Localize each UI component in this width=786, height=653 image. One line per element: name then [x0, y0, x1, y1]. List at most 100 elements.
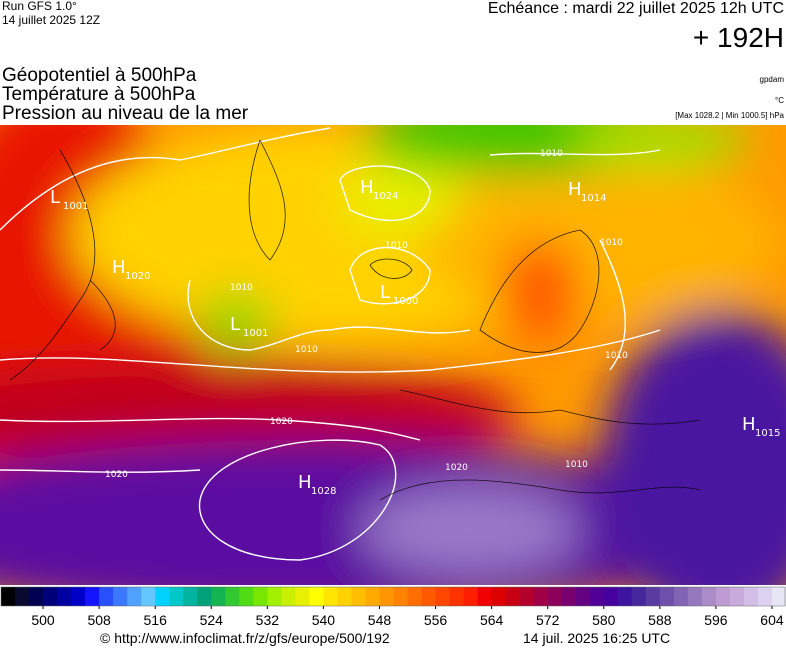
colorbar-cell [771, 587, 786, 606]
colorbar-cell [659, 587, 675, 606]
colorbar-tick-label: 580 [592, 612, 616, 628]
colorbar-cell [29, 587, 44, 606]
colorbar-tick-label: 596 [704, 612, 728, 628]
colorbar-cell [505, 587, 521, 606]
colorbar-cell [183, 587, 198, 606]
colorbar-tick-label: 500 [31, 612, 55, 628]
colorbar-cell [15, 587, 30, 606]
isobar-label: 1010 [230, 283, 253, 293]
colorbar-cell [631, 587, 647, 606]
isobar-label: 1010 [295, 345, 318, 355]
colorbar-cell [295, 587, 310, 606]
unit-label: gpdam [760, 75, 785, 84]
field-name: Température à 500hPa [2, 84, 196, 105]
colorbar-cell [85, 587, 100, 606]
colorbar-cell [211, 587, 226, 606]
colorbar-cell [225, 587, 240, 606]
isobar-label: 1020 [105, 470, 128, 480]
colorbar-cell [701, 587, 717, 606]
colorbar-cell [71, 587, 86, 606]
colorbar-tick-label: 604 [760, 612, 784, 628]
isobar-label: 1020 [270, 417, 293, 427]
generated-time: 14 juil. 2025 16:25 UTC [523, 630, 670, 646]
colorbar-cell [575, 587, 591, 606]
colorbar-tick-label: 556 [424, 612, 448, 628]
center-kind: L [380, 282, 390, 303]
colorbar-cell [757, 587, 773, 606]
colorbar-cell [323, 587, 338, 606]
colorbar-cell [379, 587, 394, 606]
isobar-label: 1010 [565, 460, 588, 470]
run-date: 14 juillet 2025 12Z [2, 13, 100, 27]
colorbar-tick-label: 508 [87, 612, 111, 628]
center-value: 1000 [393, 296, 418, 307]
colorbar-cell [57, 587, 72, 606]
unit-label: [Max 1028.2 | Min 1000.5] hPa [675, 111, 784, 120]
valid-time: Echéance : mardi 22 juillet 2025 12h UTC [488, 0, 784, 17]
colorbar-cell [253, 587, 268, 606]
colorbar-cell [449, 587, 465, 606]
run-label: Run GFS 1.0° [2, 0, 77, 13]
colorbar-cell [435, 587, 451, 606]
colorbar-cell [267, 587, 282, 606]
colorbar-cell [687, 587, 703, 606]
colorbar-cell [169, 587, 184, 606]
center-value: 1001 [243, 328, 268, 339]
colorbar-cell [99, 587, 114, 606]
colorbar-cell [141, 587, 156, 606]
colorbar-cell [673, 587, 689, 606]
colorbar-cell [603, 587, 619, 606]
colorbar-cell [337, 587, 352, 606]
map-field [0, 125, 786, 585]
colorbar-cell [239, 587, 254, 606]
colorbar-tick-label: 516 [144, 612, 168, 628]
colorbar-tick-label: 588 [648, 612, 672, 628]
center-kind: H [568, 179, 582, 200]
colorbar-cell [715, 587, 731, 606]
colorbar-cell [281, 587, 296, 606]
colorbar-cell [197, 587, 212, 606]
unit-label: °C [775, 96, 784, 105]
colorbar-cell [127, 587, 142, 606]
colorbar-tick-label: 540 [312, 612, 336, 628]
colorbar-cell [365, 587, 380, 606]
colorbar: 500 508 516 524 532 540 548 556 564 572 580 588 596 6… [0, 586, 786, 628]
colorbar-cell [309, 587, 324, 606]
colorbar-cell [43, 587, 58, 606]
isobar-label: 1020 [445, 463, 468, 473]
center-value: 1028 [311, 486, 336, 497]
colorbar-tick-label: 548 [368, 612, 392, 628]
center-kind: H [360, 177, 374, 198]
center-kind: L [50, 187, 60, 208]
source-url: © http://www.infoclimat.fr/z/gfs/europe/… [100, 630, 390, 646]
colorbar-cell [547, 587, 563, 606]
colorbar-cell [519, 587, 535, 606]
colorbar-cell [589, 587, 605, 606]
colorbar-cell [113, 587, 128, 606]
lead-time: + 192H [693, 22, 784, 53]
isobar-labels: 1010 1010 1010 1010 1010 1010 1020 1020 1020 1010 [105, 149, 628, 480]
isobar-label: 1010 [385, 241, 408, 251]
colorbar-cell [421, 587, 437, 606]
colorbar-cell [393, 587, 409, 606]
isobar-label: 1010 [540, 149, 563, 159]
colorbar-cell [743, 587, 759, 606]
field-name: Géopotentiel à 500hPa [2, 65, 197, 86]
isobar-label: 1010 [605, 351, 628, 361]
colorbar-cell [533, 587, 549, 606]
colorbar-tick-label: 564 [480, 612, 504, 628]
colorbar-cell [1, 587, 16, 606]
colorbar-tick-label: 532 [256, 612, 280, 628]
center-value: 1001 [63, 201, 88, 212]
center-value: 1015 [755, 428, 780, 439]
colorbar-cell [561, 587, 577, 606]
center-value: 1014 [581, 193, 606, 204]
colorbar-cell [491, 587, 507, 606]
center-value: 1020 [125, 271, 150, 282]
colorbar-cell [729, 587, 745, 606]
colorbar-cell [351, 587, 366, 606]
colorbar-cell [645, 587, 661, 606]
center-kind: H [112, 257, 126, 278]
